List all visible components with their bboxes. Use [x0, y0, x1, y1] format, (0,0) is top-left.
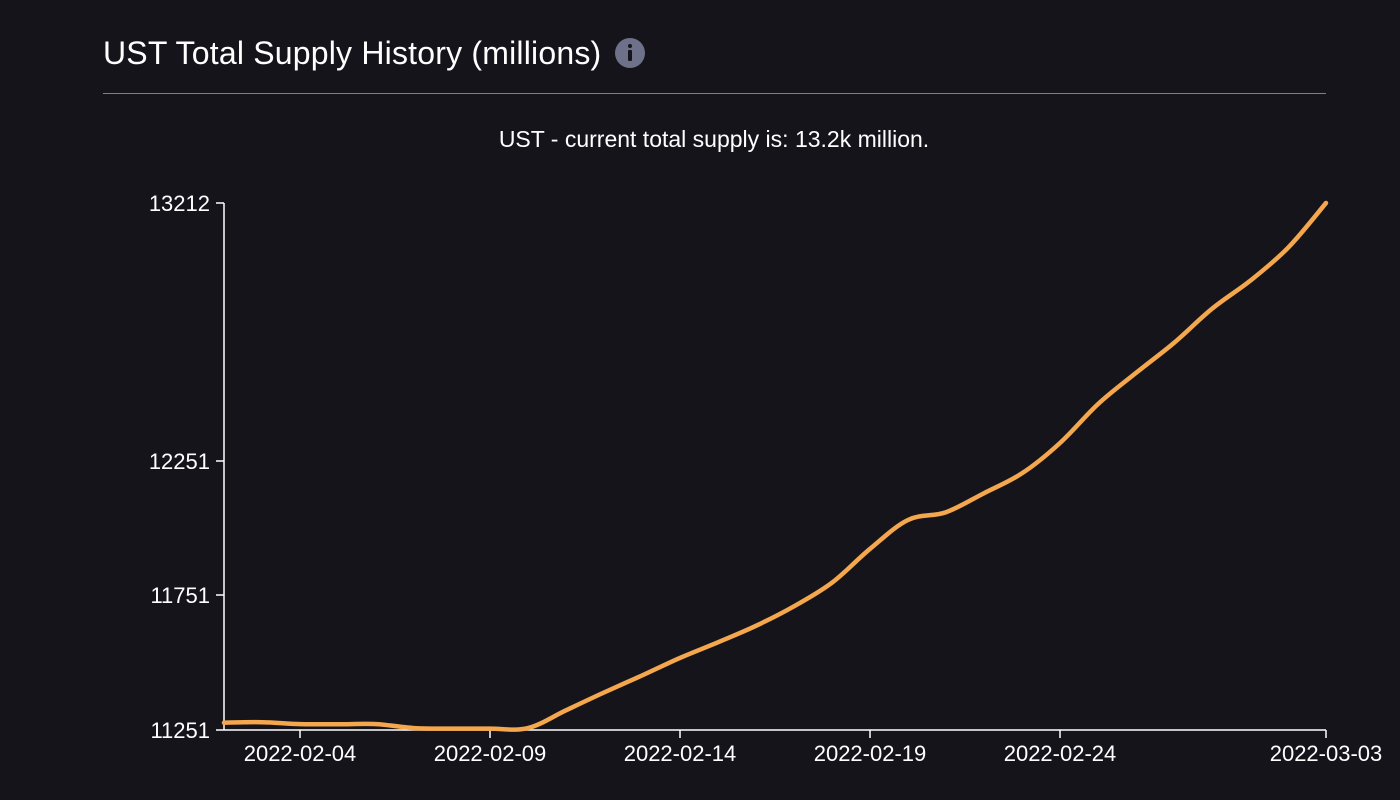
- header-divider: [103, 93, 1326, 94]
- x-tick-label: 2022-02-14: [624, 741, 737, 766]
- chart-title: UST - current total supply is: 13.2k mil…: [499, 126, 929, 152]
- y-tick-label: 11751: [150, 583, 210, 608]
- info-icon[interactable]: [615, 38, 646, 68]
- y-tick-label: 13212: [149, 191, 210, 216]
- x-tick-label: 2022-02-19: [814, 741, 927, 766]
- header: UST Total Supply History (millions): [103, 28, 646, 78]
- y-tick-label: 11251: [150, 718, 210, 743]
- info-icon-dot: [628, 44, 633, 48]
- chart-series: [221, 200, 1329, 732]
- x-tick-label: 2022-02-09: [434, 741, 547, 766]
- series-line: [221, 200, 1329, 732]
- chart-axes: 13212 12251 11751 11251 2022-02-04 2022-02-09…: [149, 191, 1382, 766]
- y-tick-label: 12251: [149, 449, 210, 474]
- x-tick-label: 2022-02-24: [1004, 741, 1117, 766]
- x-tick-label: 2022-03-03: [1270, 741, 1383, 766]
- x-tick-label: 2022-02-04: [244, 741, 357, 766]
- page-title: UST Total Supply History (millions): [103, 34, 602, 71]
- info-icon-bar: [628, 50, 633, 61]
